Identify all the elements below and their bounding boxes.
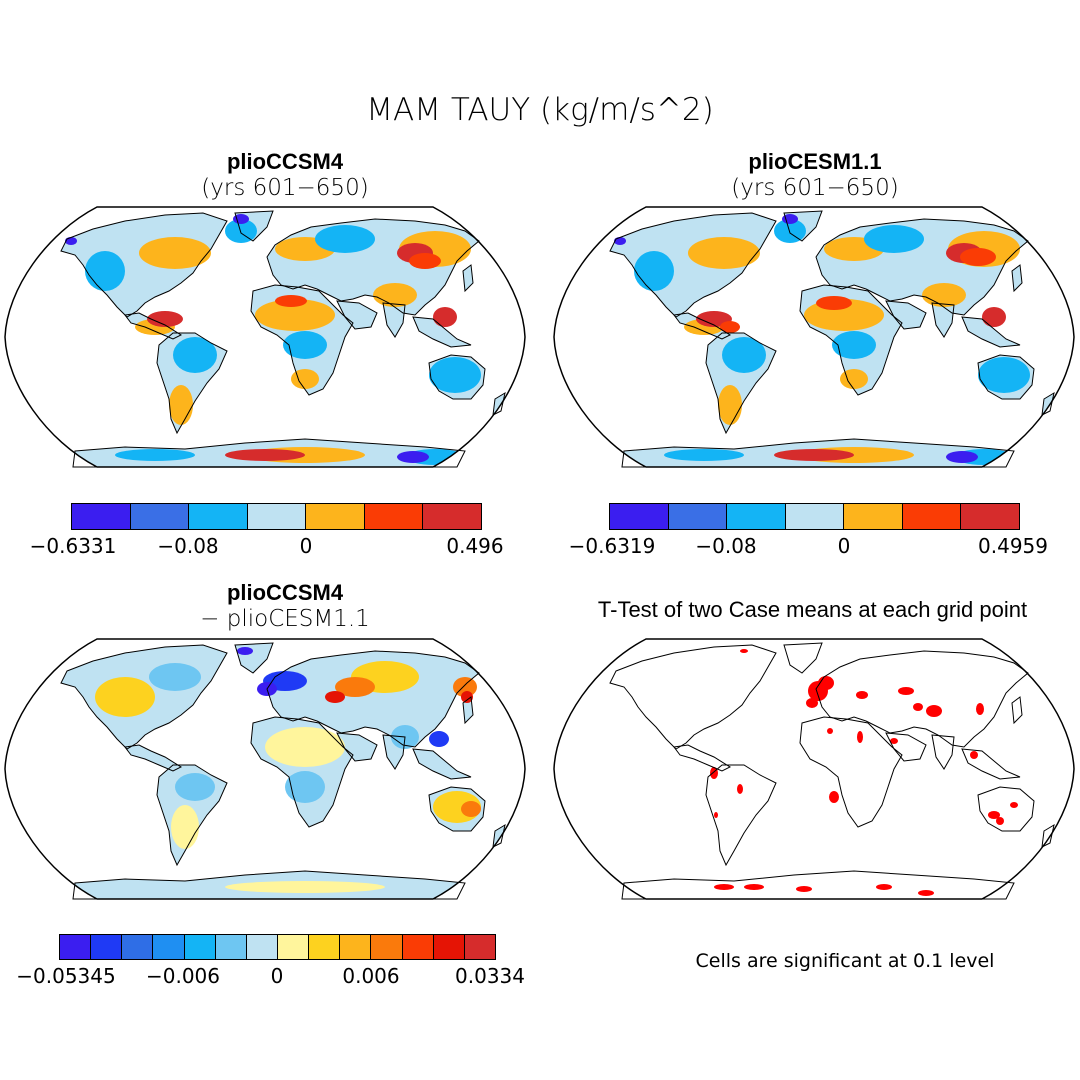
colorbar-label: −0.08 — [695, 534, 757, 558]
colorbar-label: 0.0334 — [455, 964, 525, 988]
colorbar-swatch — [91, 935, 123, 959]
colorbar-swatch — [423, 504, 482, 529]
colorbar-bottom-left — [59, 934, 496, 960]
colorbar-swatch — [785, 504, 845, 529]
colorbar-swatch — [727, 504, 786, 529]
map-bottom-right — [553, 638, 1075, 900]
figure-title: MAM TAUY (kg/m/s^2) — [366, 92, 714, 128]
colorbar-label: 0 — [837, 534, 851, 558]
colorbar-swatch — [306, 504, 365, 529]
panel-subtitle-top-left: (yrs 601−650) — [201, 175, 369, 201]
colorbar-swatch — [402, 935, 434, 959]
colorbar-swatch — [246, 935, 278, 959]
colorbar-swatch — [433, 935, 465, 959]
map-top-left — [4, 206, 526, 468]
colorbar-swatch — [153, 935, 185, 959]
colorbar-swatch — [277, 935, 310, 959]
colorbar-label: 0.4959 — [978, 534, 1048, 558]
colorbar-swatch — [215, 935, 247, 959]
colorbar-label: −0.08 — [157, 534, 219, 558]
colorbar-swatch — [364, 504, 424, 529]
colorbar-swatch — [130, 504, 190, 529]
colorbar-label: −0.006 — [145, 964, 221, 988]
colorbar-swatch — [340, 935, 372, 959]
colorbar-swatch — [60, 935, 92, 959]
colorbar-swatch — [371, 935, 403, 959]
colorbar-label: 0 — [270, 964, 284, 988]
colorbar-label: 0 — [299, 534, 313, 558]
colorbar-label: −0.05345 — [16, 964, 116, 988]
colorbar-swatch — [902, 504, 962, 529]
colorbar-label: −0.6331 — [29, 534, 117, 558]
colorbar-top-right — [609, 503, 1020, 530]
colorbar-top-left — [71, 503, 482, 530]
panel-subtitle-bottom-left: − plioCESM1.1 — [200, 606, 370, 632]
colorbar-swatch — [668, 504, 728, 529]
colorbar-swatch — [247, 504, 307, 529]
colorbar-swatch — [189, 504, 248, 529]
colorbar-swatch — [309, 935, 341, 959]
significant-cells — [710, 649, 1018, 896]
panel-title-top-left: plioCCSM4 — [226, 149, 344, 174]
colorbar-label: 0.496 — [446, 534, 504, 558]
colorbar-swatch — [122, 935, 154, 959]
map-bottom-left — [4, 638, 526, 900]
colorbar-swatch — [610, 504, 669, 529]
colorbar-swatch — [72, 504, 131, 529]
panel-title-top-right: plioCESM1.1 — [748, 149, 882, 174]
significance-note: Cells are significant at 0.1 level — [695, 950, 995, 972]
colorbar-swatch — [184, 935, 216, 959]
colorbar-label: −0.6319 — [568, 534, 656, 558]
panel-subtitle-top-right: (yrs 601−650) — [731, 175, 899, 201]
colorbar-label: 0.006 — [342, 964, 400, 988]
map-top-right — [553, 206, 1075, 468]
colorbar-swatch — [844, 504, 903, 529]
panel-title-bottom-right: T-Test of two Case means at each grid po… — [597, 597, 1028, 622]
panel-title-bottom-left: plioCCSM4 — [226, 580, 344, 605]
colorbar-swatch — [464, 935, 495, 959]
colorbar-swatch — [961, 504, 1020, 529]
